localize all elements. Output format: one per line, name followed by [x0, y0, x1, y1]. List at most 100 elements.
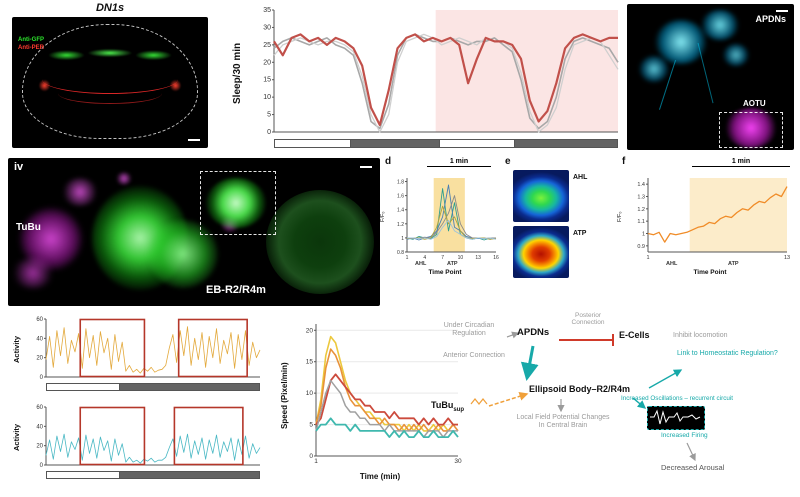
tubu-squiggle-icon [470, 398, 488, 405]
apdn-soma-blob [655, 20, 707, 64]
arrow-eb-to-wavebox [632, 397, 647, 409]
activity-top-ylabel: Activity [12, 335, 21, 363]
gcamp-f-chart: 0.9 1 1.1 1.2 1.3 1.4 1 13 [628, 176, 792, 260]
tubu-bright-blob [206, 178, 266, 228]
scalebar-white [360, 166, 372, 168]
svg-text:1: 1 [642, 232, 645, 238]
svg-text:20: 20 [263, 59, 271, 66]
label-increased-firing: Increased Firing [661, 432, 708, 439]
svg-text:1.2: 1.2 [397, 222, 404, 228]
panel-e: e AHL ATP [503, 156, 618, 296]
panel-iv-letter: iv [14, 161, 24, 173]
svg-text:5: 5 [267, 112, 271, 119]
magenta-blob [12, 258, 54, 288]
aotu-label: AOTU [743, 99, 766, 108]
green-neuropil-blob [148, 220, 218, 288]
svg-text:20: 20 [306, 327, 314, 334]
panel-apdns-micrograph: APDNs AOTU [627, 4, 794, 150]
per-projection-arc-2 [58, 83, 162, 104]
svg-text:10: 10 [458, 255, 464, 260]
panel-sleep: Sleep/30 min 0 5 10 15 20 25 30 35 [232, 4, 626, 156]
svg-text:1: 1 [406, 255, 409, 260]
gcamp-d-chart: 0.8 1 1.2 1.4 1.6 1.8 1 4 7 10 13 16 [391, 176, 499, 260]
lightdark-segment-light [439, 140, 515, 147]
panel-f-scalebar: 1 min [692, 158, 790, 167]
aotu-dashed-box [719, 112, 783, 148]
panel-a-title: DN1s [95, 2, 125, 14]
apdn-neurite [697, 42, 714, 104]
apdn-soma-blob [639, 56, 669, 82]
tubu-label: TuBu [16, 222, 41, 233]
activity-bottom-chart: 0 20 40 60 [26, 404, 264, 468]
svg-text:20: 20 [36, 444, 43, 450]
svg-text:13: 13 [475, 255, 481, 260]
svg-text:1.4: 1.4 [397, 208, 404, 214]
svg-text:1.6: 1.6 [397, 194, 404, 200]
svg-text:1: 1 [314, 458, 318, 465]
lightdark-segment-dark [119, 384, 259, 390]
label-decreased-arousal: Decreased Arousal [661, 463, 725, 472]
svg-text:0.8: 0.8 [397, 250, 404, 256]
speed-xlabel: Time (min) [359, 472, 401, 481]
svg-text:15: 15 [263, 77, 271, 84]
panel-speed: Speed (Pixel/min) 0 5 10 15 20 1 30 Time (min) [280, 316, 470, 492]
activity-top-plot: 0 20 40 60 [36, 317, 261, 380]
speed-plot: 0 5 10 15 20 1 30 [306, 324, 462, 465]
panel-a-micrograph: Anti-GFP Anti-PER [12, 17, 208, 148]
label-oscillations: Increased Oscillations – recurrent circu… [621, 395, 733, 402]
apdns-label: APDNs [755, 14, 786, 24]
svg-text:1.3: 1.3 [637, 195, 645, 201]
activity-bottom-plot: 0 20 40 60 [36, 405, 261, 468]
cond-atp: ATP [728, 261, 739, 267]
svg-text:0: 0 [40, 463, 44, 468]
panel-f-xlabel: Time Point [693, 269, 727, 276]
svg-text:1: 1 [401, 236, 404, 242]
scalebar-white [776, 10, 788, 12]
arrow-tubu-to-eb [488, 391, 529, 407]
label-lfp: Local Field Potential Changes In Central… [516, 414, 610, 430]
magenta-blob [62, 178, 98, 206]
node-ecells: E-Cells [619, 330, 650, 340]
activity-bottom-ylabel: Activity [12, 423, 21, 451]
aotu-magenta-blob [725, 108, 777, 148]
node-tubu: TuBusup [431, 400, 464, 413]
panel-activity-top: Activity 0 20 40 60 [12, 314, 268, 398]
panel-d-xlabel: Time Point [428, 269, 462, 276]
scalebar-white [188, 139, 200, 141]
heatmap-atp [513, 226, 569, 278]
panel-e-letter: e [505, 156, 511, 167]
svg-text:16: 16 [493, 255, 499, 260]
svg-text:1.2: 1.2 [637, 207, 645, 213]
cond-atp: ATP [447, 261, 458, 267]
svg-text:10: 10 [306, 390, 314, 397]
gcamp-d-plot: 0.811.21.41.61.81 4 7 10 13 16 [397, 178, 499, 260]
heatmap-ahl-label: AHL [573, 174, 588, 181]
sleep-ylabel: Sleep/30 min [232, 42, 243, 104]
svg-text:35: 35 [263, 7, 271, 14]
svg-text:60: 60 [36, 405, 43, 411]
label-anterior-connection: Anterior Connection [443, 352, 505, 359]
gcamp-f-plot: 0.911.11.21.31.41 13 [637, 178, 790, 260]
panel-d-letter: d [385, 156, 392, 167]
node-circadian: Under Circadian Regulation [443, 322, 495, 338]
svg-text:0: 0 [309, 453, 313, 460]
panel-f: f 1 min F/F₀ 0.9 1 1.1 1.2 1.3 1.4 1 13 AHL ATP… [617, 156, 796, 296]
arrow-circadian-to-apdns [506, 331, 520, 339]
svg-text:1: 1 [646, 255, 649, 260]
eb-ring-blob [266, 190, 374, 294]
heatmap-atp-label: ATP [573, 230, 587, 237]
svg-text:30: 30 [454, 458, 462, 465]
svg-text:40: 40 [36, 424, 43, 430]
lightdark-segment-light [47, 472, 120, 478]
lightdark-segment-dark [350, 140, 440, 147]
svg-text:30: 30 [263, 24, 271, 31]
svg-text:0.9: 0.9 [637, 244, 645, 250]
lightdark-segment-light [47, 384, 120, 390]
svg-text:5: 5 [309, 422, 313, 429]
arrow-eb-to-homeostatic [648, 369, 683, 389]
panel-eb-micrograph: iv TuBu EB-R2/R4m [8, 158, 380, 306]
svg-text:13: 13 [784, 255, 790, 260]
speed-chart: 0 5 10 15 20 1 30 [296, 320, 464, 468]
sleep-chart: 0 5 10 15 20 25 30 35 [246, 4, 624, 136]
activity-top-chart: 0 20 40 60 [26, 316, 264, 380]
